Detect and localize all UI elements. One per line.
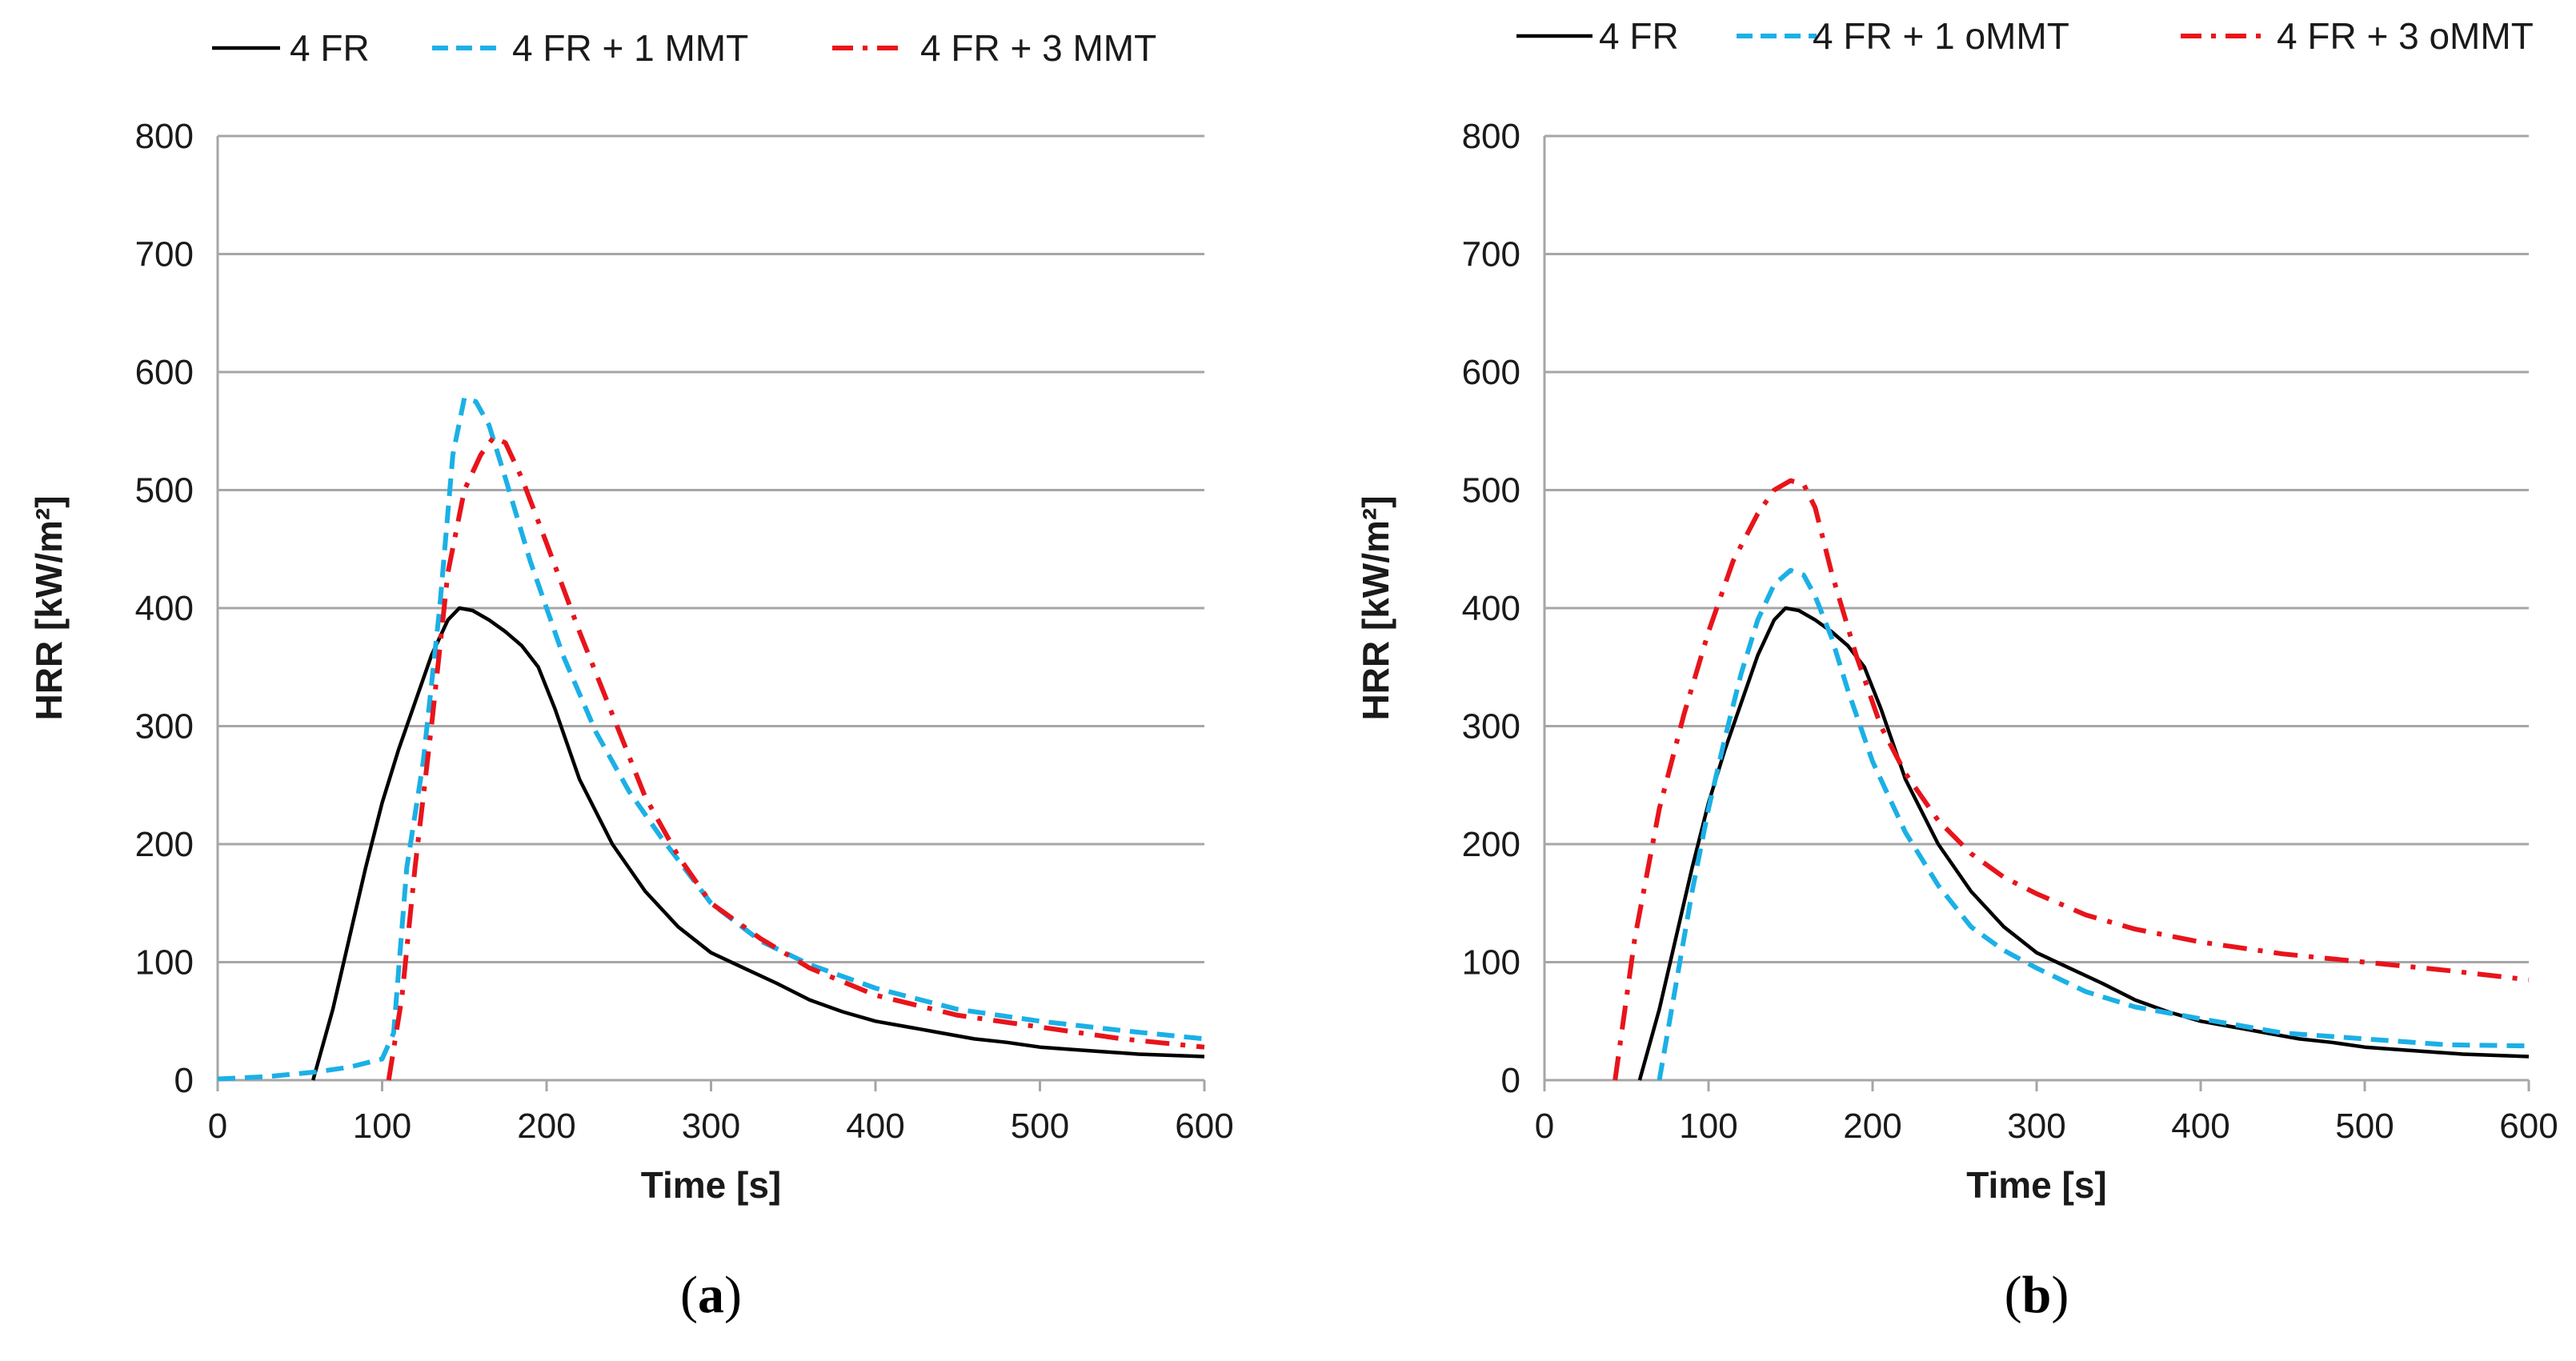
y-tick-label-0: 0 — [1501, 1061, 1520, 1100]
series-line-a-2 — [217, 395, 1205, 1082]
y-tick-label-200: 200 — [1462, 825, 1520, 864]
y-tick-label-400: 400 — [135, 589, 194, 628]
x-tick-label-300: 300 — [2007, 1107, 2065, 1146]
y-tick-label-400: 400 — [1462, 589, 1520, 628]
x-tick-label-0: 0 — [208, 1107, 227, 1146]
series-line-b-3 — [1613, 478, 2530, 1081]
panel-label-b: (b) — [2005, 1266, 2069, 1324]
y-tick-label-800: 800 — [135, 117, 194, 156]
x-tick-label-500: 500 — [1011, 1107, 1069, 1146]
x-tick-label-600: 600 — [2499, 1107, 2558, 1146]
x-tick-label-200: 200 — [1843, 1107, 1901, 1146]
y-tick-label-600: 600 — [135, 353, 194, 392]
x-axis-title: Time [s] — [1966, 1164, 2107, 1206]
panel-b: 0 100 200 300 400 500 600 700 800 0 100 200 300 400 50… — [1355, 15, 2558, 1324]
x-tick-label-200: 200 — [517, 1107, 575, 1146]
series-line-b-1 — [1637, 606, 2530, 1081]
y-tick-label-500: 500 — [135, 471, 194, 510]
y-tick-label-100: 100 — [1462, 943, 1520, 983]
series-line-a-3 — [386, 434, 1205, 1081]
series-line-a-1 — [311, 606, 1205, 1081]
y-tick-label-0: 0 — [174, 1061, 194, 1100]
y-tick-label-700: 700 — [135, 235, 194, 274]
x-tick-label-600: 600 — [1175, 1107, 1233, 1146]
legend-label-b-1: 4 FR — [1599, 15, 1679, 57]
x-tick-label-0: 0 — [1535, 1107, 1554, 1146]
legend-label-a-1: 4 FR — [290, 27, 370, 69]
x-tick-label-500: 500 — [2335, 1107, 2394, 1146]
x-tick-label-300: 300 — [682, 1107, 740, 1146]
y-tick-label-300: 300 — [135, 707, 194, 747]
panel-label-a: (a) — [680, 1266, 742, 1324]
y-tick-label-600: 600 — [1462, 353, 1520, 392]
y-tick-label-700: 700 — [1462, 235, 1520, 274]
y-tick-label-800: 800 — [1462, 117, 1520, 156]
x-axis-title: Time [s] — [641, 1164, 782, 1206]
series-line-b-2 — [1657, 567, 2530, 1081]
y-axis-title: HRR [kW/m²] — [28, 495, 70, 720]
y-axis-title: HRR [kW/m²] — [1355, 495, 1396, 720]
y-tick-label-500: 500 — [1462, 471, 1520, 510]
x-tick-label-400: 400 — [846, 1107, 904, 1146]
legend-label-a-3: 4 FR + 3 MMT — [920, 27, 1156, 69]
y-tick-label-100: 100 — [135, 943, 194, 983]
legend-label-b-3: 4 FR + 3 oMMT — [2277, 15, 2534, 57]
x-tick-label-100: 100 — [353, 1107, 411, 1146]
y-tick-label-300: 300 — [1462, 707, 1520, 747]
x-tick-label-400: 400 — [2171, 1107, 2229, 1146]
legend-label-b-2: 4 FR + 1 oMMT — [1813, 15, 2069, 57]
panel-a: 0 100 200 300 400 500 600 700 800 0 100 200 300 400 50… — [28, 27, 1234, 1324]
x-tick-label-100: 100 — [1679, 1107, 1737, 1146]
legend-label-a-2: 4 FR + 1 MMT — [512, 27, 748, 69]
y-tick-label-200: 200 — [135, 825, 194, 864]
